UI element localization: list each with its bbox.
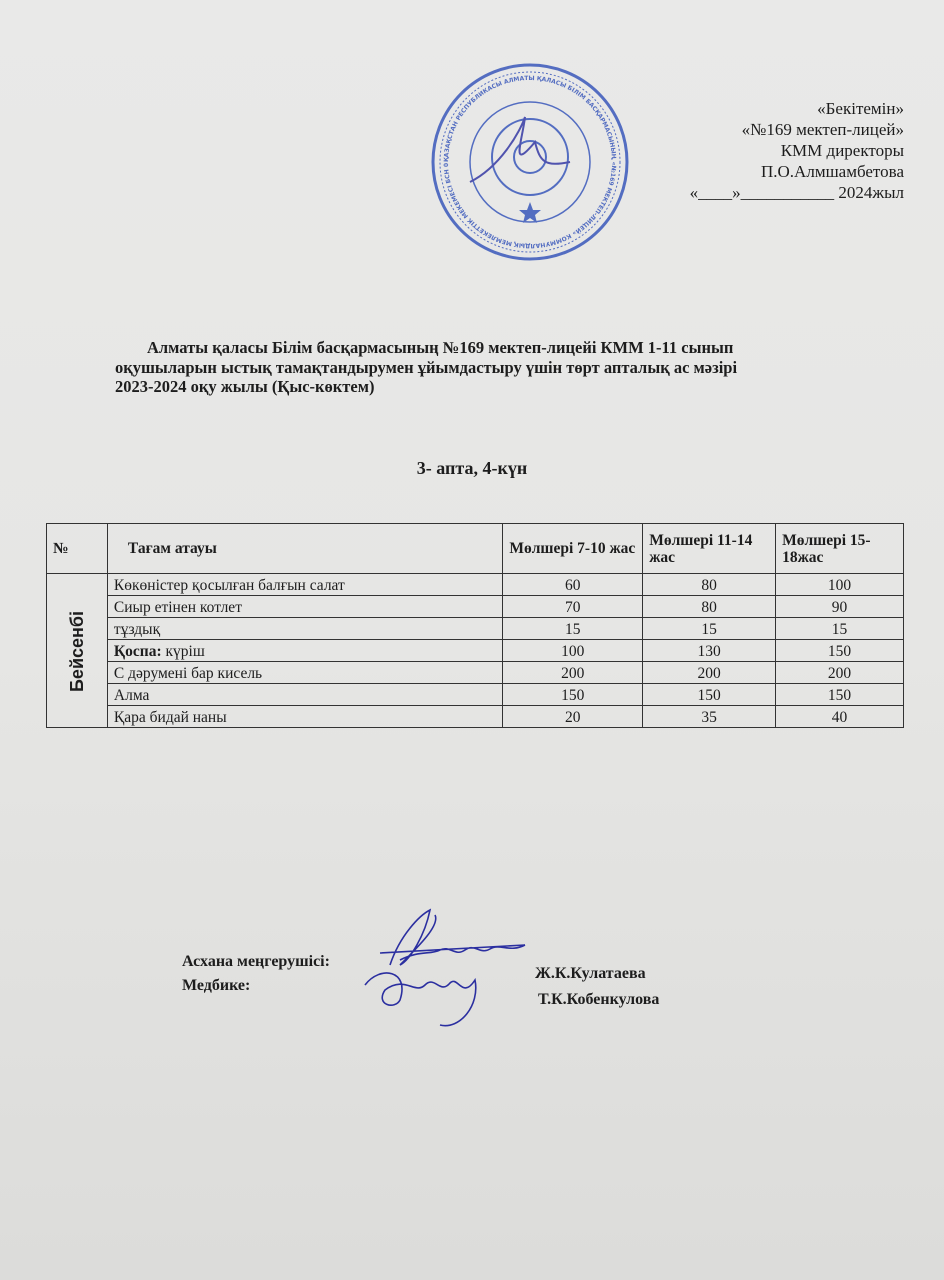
portion-11-14: 80 [642, 595, 777, 618]
portion-11-14: 35 [642, 705, 777, 728]
header-number: № [46, 523, 108, 574]
signature-name-nurse: Т.К.Кобенкулова [538, 991, 660, 1008]
dish-name: тұздық [106, 617, 504, 640]
table-row: С дәрумені бар кисель 200 200 200 [47, 661, 904, 684]
portion-7-10: 150 [502, 683, 644, 706]
dish-name: Қара бидай наны [106, 705, 504, 728]
signature-role-cook: Асхана меңгерушісі: [182, 953, 330, 970]
portion-15-18: 15 [775, 617, 904, 640]
portion-15-18: 100 [775, 573, 904, 596]
table-row: Қоспа: күріш 100 130 150 [47, 639, 904, 662]
portion-7-10: 70 [502, 595, 644, 618]
dish-name: Алма [106, 683, 504, 706]
portion-7-10: 100 [502, 639, 644, 662]
table-row: Алма 150 150 150 [47, 683, 904, 706]
approval-line: «____»___________ 2024жыл [689, 183, 904, 202]
portion-15-18: 150 [775, 639, 904, 662]
table-row: Сиыр етінен котлет 70 80 90 [47, 595, 904, 618]
signature-name-cook: Ж.К.Кулатаева [535, 965, 646, 982]
header-dish-name: Тағам атауы [106, 523, 504, 574]
approval-line: КММ директоры [780, 141, 904, 160]
portion-11-14: 80 [642, 573, 777, 596]
title-line: оқушыларын ыстық тамақтандырумен ұйымдас… [115, 357, 738, 377]
table-row: тұздық 15 15 15 [47, 617, 904, 640]
title-line: Алматы қаласы Білім басқармасының №169 м… [147, 338, 734, 357]
dish-text: күріш [161, 643, 205, 660]
portion-7-10: 20 [502, 705, 644, 728]
official-stamp-icon: ҚАЗАҚСТАН РЕСПУБЛИКАСЫ АЛМАТЫ ҚАЛАСЫ БІЛ… [430, 62, 629, 261]
portion-15-18: 200 [775, 661, 904, 684]
handwritten-signature-icon [364, 908, 526, 1027]
title-line: 2023-2024 оқу жылы (Қыс-көктем) [115, 377, 375, 396]
header-portion-7-10: Мөлшері 7-10 жас [502, 523, 644, 574]
portion-11-14: 200 [642, 661, 777, 684]
approval-block: «Бекітемін» «№169 мектеп-лицей» КММ дире… [690, 98, 904, 203]
portion-7-10: 200 [502, 661, 644, 684]
dish-prefix: Қоспа: [113, 643, 162, 660]
table-header-row: № Тағам атауы Мөлшері 7-10 жас Мөлшері 1… [46, 523, 904, 574]
table-row: Қара бидай наны 20 35 40 [47, 705, 904, 728]
dish-name: Сиыр етінен котлет [106, 595, 504, 618]
approval-line: «Бекітемін» [817, 99, 904, 118]
approval-line: «№169 мектеп-лицей» [741, 120, 904, 139]
dish-name: С дәрумені бар кисель [106, 661, 504, 684]
portion-7-10: 60 [502, 573, 644, 596]
document-title: Алматы қаласы Білім басқармасының №169 м… [115, 338, 905, 397]
approval-line: П.О.Алмшамбетова [761, 162, 904, 181]
week-day-heading: 3- апта, 4-күн [416, 458, 528, 478]
portion-7-10: 15 [502, 617, 644, 640]
menu-table: № Тағам атауы Мөлшері 7-10 жас Мөлшері 1… [46, 523, 904, 728]
signature-role-nurse: Медбике: [182, 977, 251, 994]
dish-name: Көкөністер қосылған балғын салат [106, 573, 504, 596]
portion-15-18: 150 [775, 683, 904, 706]
portion-15-18: 90 [775, 595, 904, 618]
dish-name: Қоспа: күріш [106, 639, 504, 662]
portion-11-14: 150 [642, 683, 777, 706]
portion-15-18: 40 [775, 705, 904, 728]
header-portion-11-14: Мөлшері 11-14 жас [642, 523, 777, 574]
table-row: Бейсенбі Көкөністер қосылған балғын сала… [46, 573, 904, 728]
header-portion-15-18: Мөлшері 15-18жас [775, 523, 904, 574]
day-label: Бейсенбі [46, 573, 108, 728]
portion-11-14: 130 [642, 639, 777, 662]
portion-11-14: 15 [642, 617, 777, 640]
star-icon [519, 202, 541, 223]
